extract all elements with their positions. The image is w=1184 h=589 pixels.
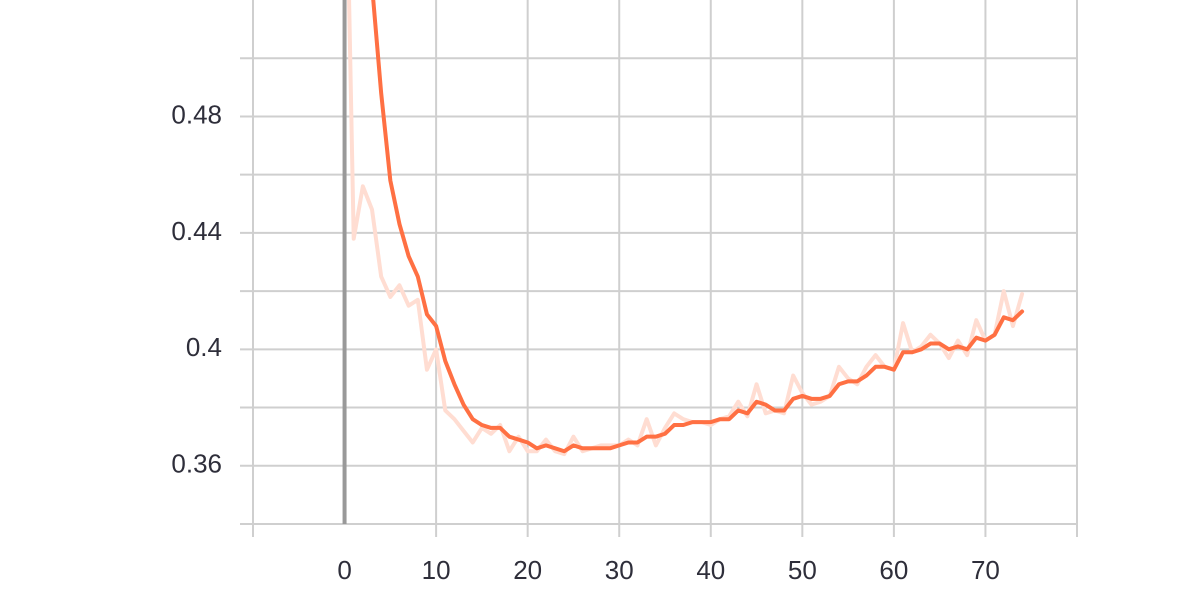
y-tick-label: 0.36	[171, 449, 222, 479]
series-line	[371, 0, 1025, 454]
y-tick-label: 0.4	[186, 332, 222, 362]
x-tick-label: 30	[605, 555, 634, 585]
x-tick-label: 60	[879, 555, 908, 585]
y-tick-label: 0.48	[171, 99, 222, 129]
x-tick-label: 40	[696, 555, 725, 585]
x-tick-label: 20	[513, 555, 542, 585]
y-tick-label: 0.44	[171, 216, 222, 246]
x-tick-label: 0	[337, 555, 351, 585]
x-tick-label: 50	[788, 555, 817, 585]
plot-area	[347, 0, 1025, 457]
x-tick-label: 70	[971, 555, 1000, 585]
x-tick-label: 10	[422, 555, 451, 585]
series-line	[347, 0, 1025, 457]
